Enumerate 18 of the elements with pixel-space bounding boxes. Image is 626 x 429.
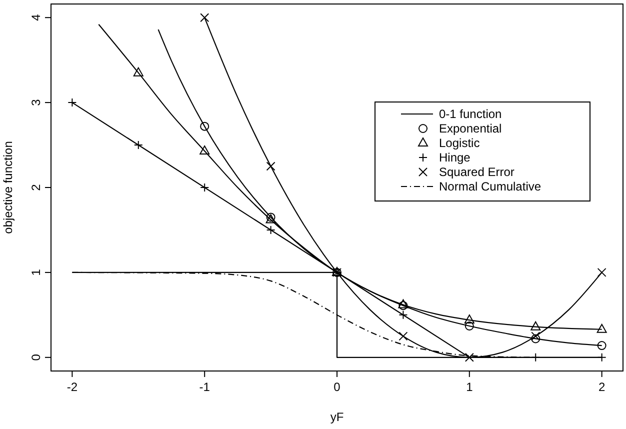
x-tick-label: 0 bbox=[334, 380, 341, 394]
legend-label: Squared Error bbox=[439, 165, 514, 179]
y-tick-label: 1 bbox=[29, 268, 43, 276]
legend-label: Normal Cumulative bbox=[439, 180, 542, 194]
y-tick-label: 4 bbox=[29, 14, 43, 21]
x-tick-label: -1 bbox=[199, 380, 210, 394]
y-tick-label: 3 bbox=[29, 98, 43, 106]
x-tick-label: -2 bbox=[66, 380, 78, 394]
x-tick-label: 2 bbox=[598, 380, 606, 394]
y-tick-label: 2 bbox=[29, 184, 43, 191]
legend-label: Logistic bbox=[439, 136, 480, 150]
y-axis-title: objective function bbox=[1, 141, 15, 234]
x-tick-label: 1 bbox=[466, 380, 474, 394]
legend-label: Hinge bbox=[439, 150, 471, 164]
y-tick-label: 0 bbox=[29, 354, 43, 361]
legend-label: Exponential bbox=[439, 122, 502, 136]
legend-label: 0-1 function bbox=[439, 107, 502, 121]
x-axis-title: yF bbox=[330, 410, 344, 424]
